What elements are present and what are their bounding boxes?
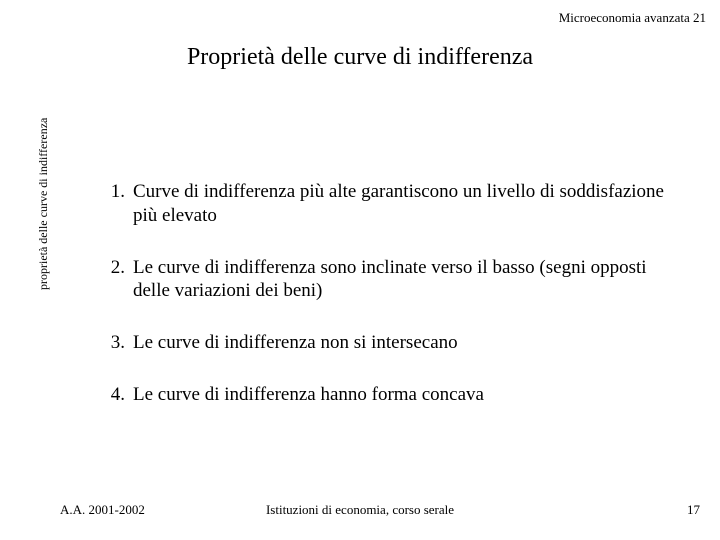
list-item: 1. Curve di indifferenza più alte garant… [105,180,685,228]
side-vertical-label: proprietà delle curve di indifferenza [36,118,51,290]
header-course-label: Microeconomia avanzata 21 [559,10,706,26]
list-item: 2. Le curve di indifferenza sono inclina… [105,256,685,304]
slide-title: Proprietà delle curve di indifferenza [0,44,720,71]
properties-list: 1. Curve di indifferenza più alte garant… [105,180,685,435]
list-item: 4. Le curve di indifferenza hanno forma … [105,383,685,407]
list-text: Le curve di indifferenza hanno forma con… [133,383,685,407]
list-number: 3. [105,331,133,355]
list-number: 4. [105,383,133,407]
list-number: 2. [105,256,133,304]
footer-page-number: 17 [687,502,700,518]
list-text: Curve di indifferenza più alte garantisc… [133,180,685,228]
list-text: Le curve di indifferenza non si intersec… [133,331,685,355]
list-text: Le curve di indifferenza sono inclinate … [133,256,685,304]
list-number: 1. [105,180,133,228]
list-item: 3. Le curve di indifferenza non si inter… [105,331,685,355]
footer-course-name: Istituzioni di economia, corso serale [0,502,720,518]
